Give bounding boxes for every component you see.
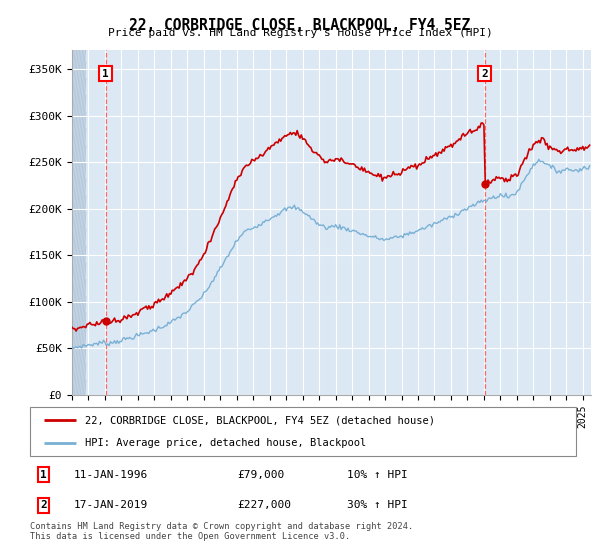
Text: £79,000: £79,000: [238, 470, 285, 480]
Text: 11-JAN-1996: 11-JAN-1996: [74, 470, 148, 480]
Text: Price paid vs. HM Land Registry's House Price Index (HPI): Price paid vs. HM Land Registry's House …: [107, 28, 493, 38]
Text: £227,000: £227,000: [238, 500, 292, 510]
Text: 1: 1: [40, 470, 47, 480]
Text: 30% ↑ HPI: 30% ↑ HPI: [347, 500, 407, 510]
Text: 2: 2: [481, 69, 488, 78]
FancyBboxPatch shape: [30, 407, 576, 456]
Text: 22, CORBRIDGE CLOSE, BLACKPOOL, FY4 5EZ (detached house): 22, CORBRIDGE CLOSE, BLACKPOOL, FY4 5EZ …: [85, 416, 434, 426]
Text: 1: 1: [102, 69, 109, 78]
Text: 22, CORBRIDGE CLOSE, BLACKPOOL, FY4 5EZ: 22, CORBRIDGE CLOSE, BLACKPOOL, FY4 5EZ: [130, 18, 470, 33]
Text: HPI: Average price, detached house, Blackpool: HPI: Average price, detached house, Blac…: [85, 438, 366, 448]
Text: 2: 2: [40, 500, 47, 510]
Text: 17-JAN-2019: 17-JAN-2019: [74, 500, 148, 510]
Text: Contains HM Land Registry data © Crown copyright and database right 2024.
This d: Contains HM Land Registry data © Crown c…: [30, 522, 413, 542]
Text: 10% ↑ HPI: 10% ↑ HPI: [347, 470, 407, 480]
Bar: [72, 50, 86, 395]
